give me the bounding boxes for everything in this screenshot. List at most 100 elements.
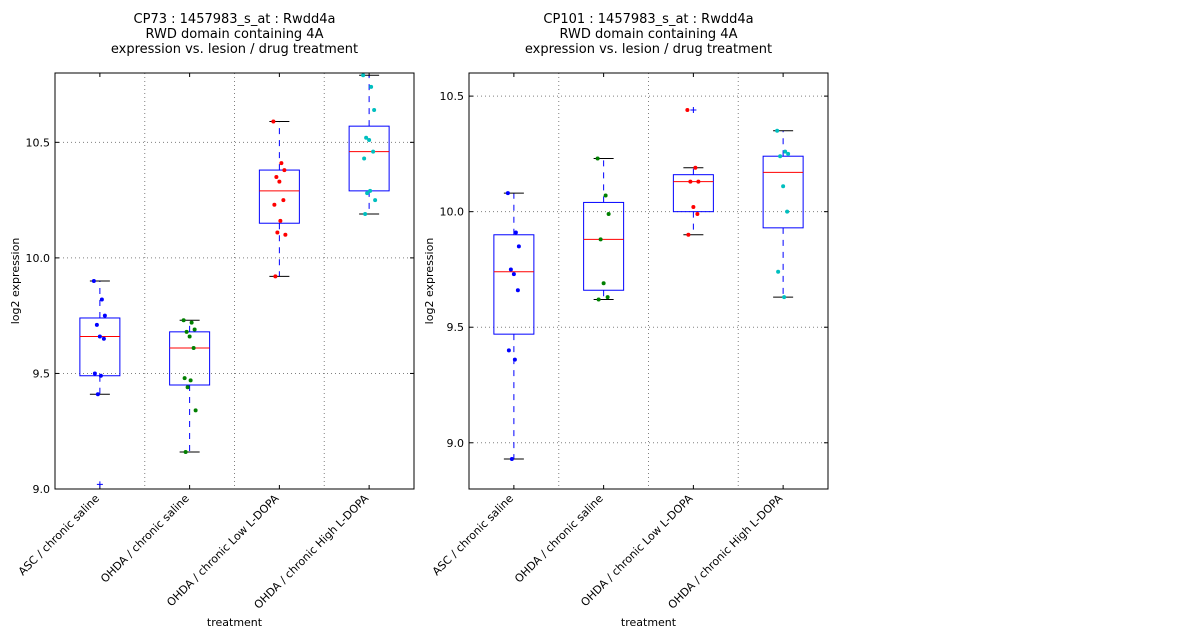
x-axis-label: treatment (207, 616, 263, 629)
data-point (282, 168, 287, 173)
data-point (182, 376, 187, 381)
data-point (371, 149, 376, 154)
box-group (258, 119, 300, 279)
x-tick-label: ASC / chronic saline (430, 492, 516, 578)
plot-frame (54, 72, 415, 490)
data-point (188, 378, 193, 383)
data-point (365, 191, 370, 196)
chart-title-line: CP73 : 1457983_s_at : Rwdd4a (134, 12, 336, 27)
data-point (606, 211, 611, 216)
data-point (92, 371, 97, 376)
chart-title-line: expression vs. lesion / drug treatment (111, 42, 358, 57)
data-point (509, 456, 514, 461)
data-point (181, 318, 186, 323)
data-point (512, 357, 517, 362)
box-iqr (493, 234, 535, 335)
data-point (281, 198, 286, 203)
box-iqr (169, 331, 211, 386)
data-point (786, 151, 791, 156)
plot-frame (468, 72, 829, 490)
x-tick-label: OHDA / chronic saline (98, 492, 192, 586)
x-axis-label: treatment (621, 616, 677, 629)
box-group (348, 73, 390, 216)
y-tick-label: 10.0 (440, 206, 465, 219)
x-tick-label: OHDA / chronic saline (512, 492, 606, 586)
data-point (595, 156, 600, 161)
data-point (691, 205, 696, 210)
y-tick-label: 9.0 (447, 437, 465, 450)
data-point (695, 211, 700, 216)
data-point (277, 179, 282, 184)
data-point (275, 230, 280, 235)
data-point (362, 156, 367, 161)
data-point (101, 336, 106, 341)
data-point (505, 191, 510, 196)
box-group (672, 106, 714, 237)
box-iqr (79, 317, 121, 377)
data-point (271, 119, 276, 124)
data-point (373, 198, 378, 203)
chart-title-line: CP101 : 1457983_s_at : Rwdd4a (543, 12, 753, 27)
box-group (79, 279, 121, 488)
data-point (185, 385, 190, 390)
data-point (364, 135, 369, 140)
data-point (99, 297, 104, 302)
data-point (189, 320, 194, 325)
box-iqr (348, 125, 390, 192)
box-iqr (672, 174, 714, 213)
y-tick-label: 9.5 (447, 321, 465, 334)
data-point (516, 244, 521, 249)
x-tick-label: ASC / chronic saline (16, 492, 102, 578)
data-point (372, 107, 377, 112)
data-point (696, 179, 701, 184)
data-point (367, 138, 372, 143)
data-point (97, 334, 102, 339)
data-point (95, 392, 100, 397)
data-point (273, 274, 278, 279)
data-point (369, 84, 374, 89)
data-point (193, 408, 198, 413)
data-point (781, 184, 786, 189)
y-axis-label: log2 expression (9, 238, 22, 325)
data-point (506, 348, 511, 353)
box-group (169, 318, 211, 455)
data-point (782, 295, 787, 300)
box-iqr (258, 169, 300, 224)
box-group (583, 156, 625, 302)
y-tick-label: 9.5 (33, 367, 51, 380)
data-point (785, 209, 790, 214)
data-point (192, 327, 197, 332)
data-point (775, 128, 780, 133)
data-point (91, 279, 96, 283)
data-point (776, 269, 781, 274)
data-point (603, 193, 608, 198)
data-point (515, 288, 520, 293)
data-point (98, 373, 103, 378)
data-point (191, 346, 196, 351)
data-point (601, 281, 606, 286)
data-point (279, 161, 284, 166)
data-point (693, 165, 698, 170)
data-point (183, 450, 188, 455)
y-tick-label: 10.5 (440, 90, 465, 103)
box-group (493, 191, 535, 461)
chart-title-line: RWD domain containing 4A (146, 27, 324, 42)
box-iqr (762, 155, 804, 229)
data-point (187, 334, 192, 339)
data-point (686, 232, 691, 237)
data-point (605, 295, 610, 300)
data-point (778, 154, 783, 159)
data-point (688, 179, 693, 184)
chart-title-line: RWD domain containing 4A (560, 27, 738, 42)
data-point (685, 107, 690, 112)
data-point (508, 267, 513, 272)
box-iqr (583, 201, 625, 291)
data-point (94, 322, 99, 327)
data-point (596, 297, 601, 302)
box-group (762, 128, 804, 300)
data-point (272, 202, 277, 207)
y-axis-label: log2 expression (423, 238, 436, 325)
y-tick-label: 10.5 (26, 136, 51, 149)
data-point (598, 237, 603, 242)
